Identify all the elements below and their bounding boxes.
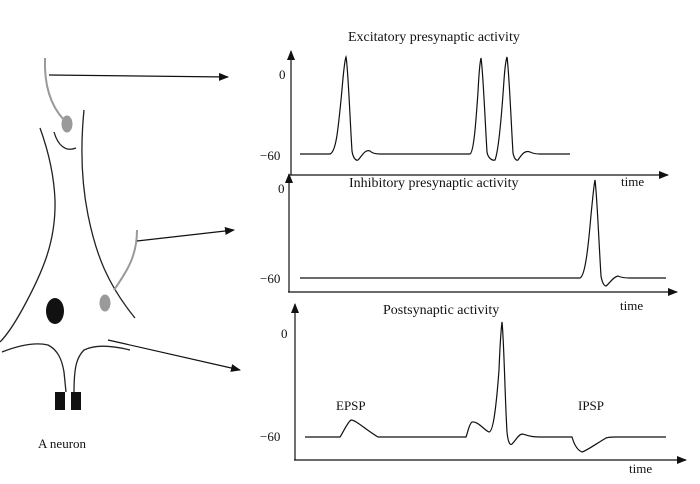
inhibitory-tick-minus60: −60 [260, 271, 280, 286]
nucleus [46, 298, 64, 324]
neuron-illustration [0, 57, 241, 410]
inhibitory-x-label: time [620, 298, 643, 313]
excitatory-presynaptic-fiber [43, 57, 65, 121]
excitatory-synapse [61, 115, 73, 133]
arrow-to-excitatory-panel [48, 72, 229, 81]
postsynaptic-trace [305, 321, 666, 453]
arrow-to-inhibitory-panel [136, 227, 235, 242]
inhibitory-panel: Inhibitory presynaptic activity 0 −60 ti… [260, 173, 678, 313]
neuron-left-outline [0, 127, 56, 343]
excitatory-panel: Excitatory presynaptic activity 0 −60 ti… [260, 30, 669, 189]
neuron-right-outline [81, 109, 136, 319]
excitatory-panel-title: Excitatory presynaptic activity [348, 30, 520, 45]
axon-terminal-right [71, 392, 81, 410]
neuron-lower-left-dendrite [1, 343, 67, 393]
excitatory-tick-minus60: −60 [260, 148, 280, 163]
arrow-to-postsynaptic-panel [107, 339, 241, 372]
neuron-apical-tip [53, 131, 77, 150]
postsynaptic-panel-title: Postsynaptic activity [383, 303, 499, 318]
inhibitory-tick-0: 0 [278, 181, 285, 196]
neuron-caption: A neuron [38, 436, 87, 451]
excitatory-x-label: time [621, 174, 644, 189]
postsynaptic-tick-0: 0 [281, 326, 288, 341]
excitatory-trace [300, 54, 570, 161]
postsynaptic-panel: Postsynaptic activity 0 −60 time EPSP IP… [260, 303, 687, 476]
axon-terminal-left [55, 392, 65, 410]
postsynaptic-tick-minus60: −60 [260, 429, 280, 444]
neuron-lower-right-dendrite [73, 345, 131, 393]
epsp-annotation: EPSP [336, 398, 366, 413]
ipsp-annotation: IPSP [578, 398, 604, 413]
excitatory-tick-0: 0 [279, 67, 286, 82]
inhibitory-synapse [99, 294, 111, 312]
inhibitory-presynaptic-fiber [113, 229, 138, 291]
postsynaptic-x-label: time [629, 461, 652, 476]
inhibitory-panel-title: Inhibitory presynaptic activity [349, 176, 519, 191]
inhibitory-trace [300, 179, 666, 287]
